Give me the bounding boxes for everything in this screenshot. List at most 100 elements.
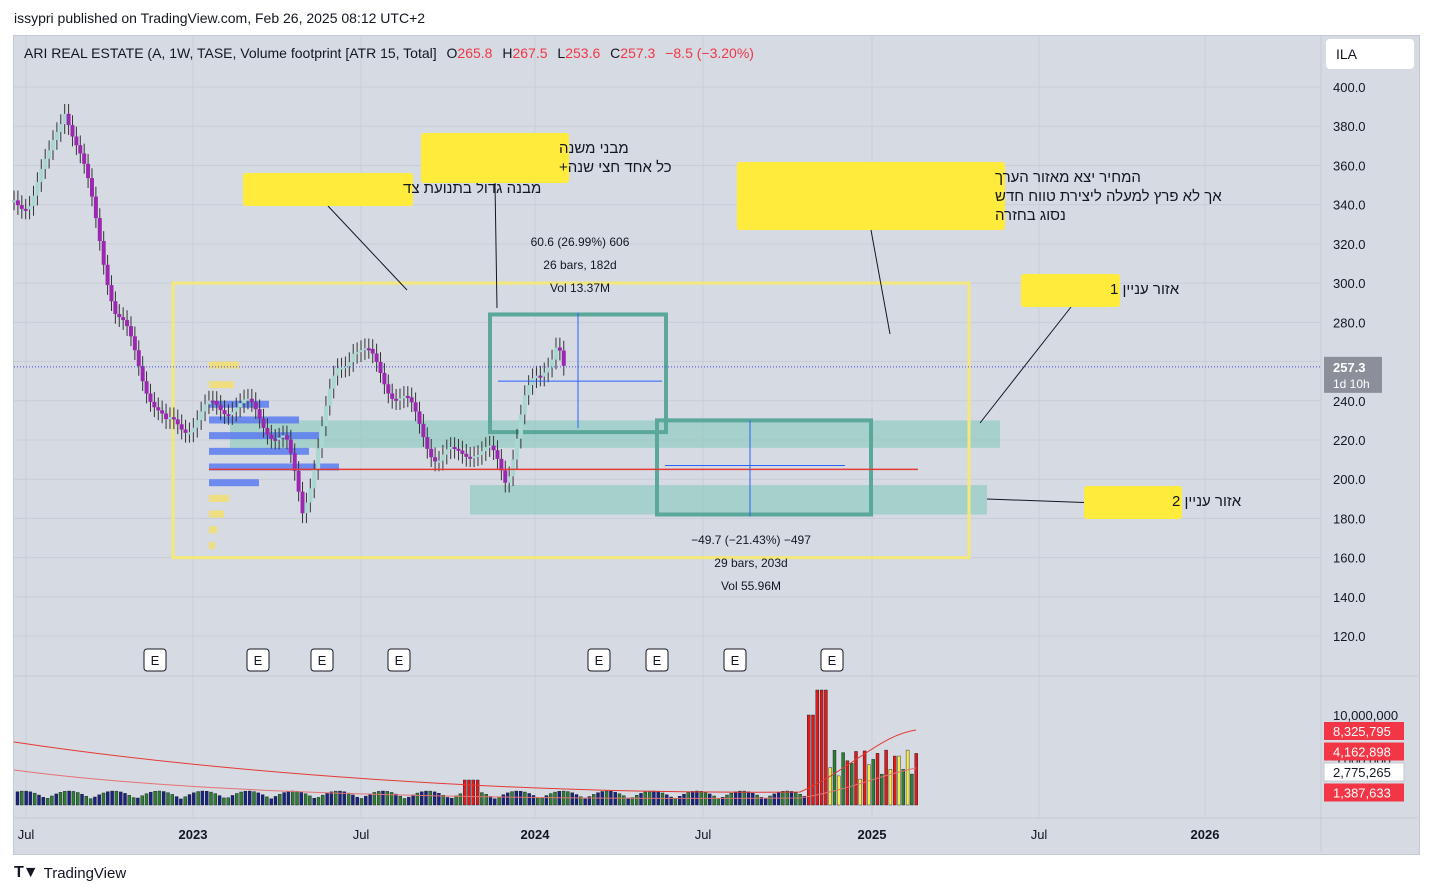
volume-bar <box>204 791 209 806</box>
volume-bar <box>463 779 467 806</box>
volume-bar <box>161 791 166 806</box>
interest-zone-2 <box>470 485 987 515</box>
annotation-text-sub-structures: מבני משנה <box>559 140 629 157</box>
volume-bar <box>127 795 132 806</box>
time-tick-label: Jul <box>18 827 35 842</box>
candle-body <box>444 449 449 455</box>
volume-bar <box>222 797 226 806</box>
price-tick-label: 180.0 <box>1333 511 1366 526</box>
volume-bar <box>15 791 20 806</box>
volume-bar <box>187 794 192 806</box>
candle-body <box>58 124 63 133</box>
volume-bar <box>540 797 544 806</box>
legend-high: 267.5 <box>512 45 548 61</box>
volume-bar <box>639 793 643 806</box>
currency-button[interactable]: ILA <box>1326 39 1414 69</box>
volume-bar <box>282 792 286 806</box>
candle-body <box>117 313 122 318</box>
measure-down-label: 29 bars, 203d <box>714 556 787 570</box>
volume-profile-bar <box>209 510 224 518</box>
volume-bar <box>725 794 729 806</box>
volume-bar <box>394 793 398 806</box>
volume-bar <box>196 791 200 806</box>
volume-bar <box>424 790 428 806</box>
volume-bar <box>454 795 458 806</box>
candle-body <box>43 158 48 170</box>
volume-bar <box>815 689 819 806</box>
candle-body <box>12 200 16 203</box>
volume-bar <box>832 750 837 806</box>
volume-bar <box>183 796 187 806</box>
volume-bar <box>217 795 222 806</box>
candle-body <box>230 411 235 416</box>
volume-bar <box>506 792 510 806</box>
annotation-box-big-structure <box>243 173 413 206</box>
candles <box>12 104 566 524</box>
volume-bar <box>432 791 437 806</box>
volume-bar <box>346 792 351 806</box>
candle-body <box>398 398 403 401</box>
candle-body <box>265 427 270 435</box>
volume-bar <box>338 790 342 806</box>
volume-badge-label: 2,775,265 <box>1333 765 1391 780</box>
time-tick-label: Jul <box>1031 827 1048 842</box>
candle-body <box>93 196 98 219</box>
volume-ma-line <box>13 729 917 793</box>
volume-bar <box>536 797 540 806</box>
candle-body <box>152 401 157 408</box>
volume-bar <box>411 794 415 806</box>
candle-body <box>355 352 360 355</box>
volume-bar <box>497 796 501 806</box>
candle-body <box>109 285 114 302</box>
candle-body <box>386 384 391 394</box>
volume-bar <box>153 791 157 806</box>
interest-zones <box>230 420 1000 515</box>
volume-bar <box>389 792 394 806</box>
volume-bar <box>794 792 798 806</box>
volume-bar <box>596 792 600 806</box>
candle-body <box>257 409 262 419</box>
volume-bar <box>106 791 110 806</box>
candle-body <box>105 264 110 286</box>
candle-body <box>374 353 379 362</box>
candle-body <box>335 368 340 376</box>
price-tick-label: 300.0 <box>1333 276 1366 291</box>
candle-body <box>366 348 371 351</box>
volume-bar <box>678 796 682 806</box>
candle-body <box>242 399 247 404</box>
measure-up-label: 60.6 (26.99%) 606 <box>531 235 630 249</box>
volume-bar <box>54 793 58 806</box>
volume-bar <box>351 794 355 806</box>
annotation-pointer <box>870 229 891 335</box>
earnings-marker <box>820 648 844 672</box>
annotation-text-value-area: המחיר יצא מאזור הערך <box>995 169 1141 186</box>
legend-change: −8.5 (−3.20%) <box>665 45 754 61</box>
legend-low: 253.6 <box>565 45 601 61</box>
volume-bar <box>772 793 776 806</box>
volume-bar <box>626 797 630 806</box>
annotation-box-zone1-label <box>1021 274 1120 307</box>
candle-body <box>148 393 153 402</box>
candle-body <box>125 320 130 327</box>
candle-body <box>312 469 317 489</box>
candle-body <box>121 317 126 321</box>
volume-bar <box>579 796 583 806</box>
volume-bar <box>531 795 536 806</box>
candle-body <box>195 420 200 428</box>
earnings-marker-label: E <box>318 653 327 668</box>
volume-bar <box>299 792 303 806</box>
price-tick-label: 340.0 <box>1333 198 1366 213</box>
volume-bar <box>669 796 673 806</box>
measure-down-label: Vol 55.96M <box>721 579 781 593</box>
measure-down-label: −49.7 (−21.43%) −497 <box>691 533 811 547</box>
time-tick-label: 2023 <box>179 827 208 842</box>
volume-bar <box>398 795 402 806</box>
time-axis: Jul 2023 Jul 2024 Jul 2025 Jul 2026 <box>14 817 1418 842</box>
volume-bar <box>755 794 759 806</box>
volume-bar <box>514 790 518 806</box>
volume-bar <box>630 797 635 806</box>
last-price-badge <box>1324 356 1382 393</box>
volume-bar <box>867 764 871 806</box>
volume-bar <box>802 796 807 806</box>
